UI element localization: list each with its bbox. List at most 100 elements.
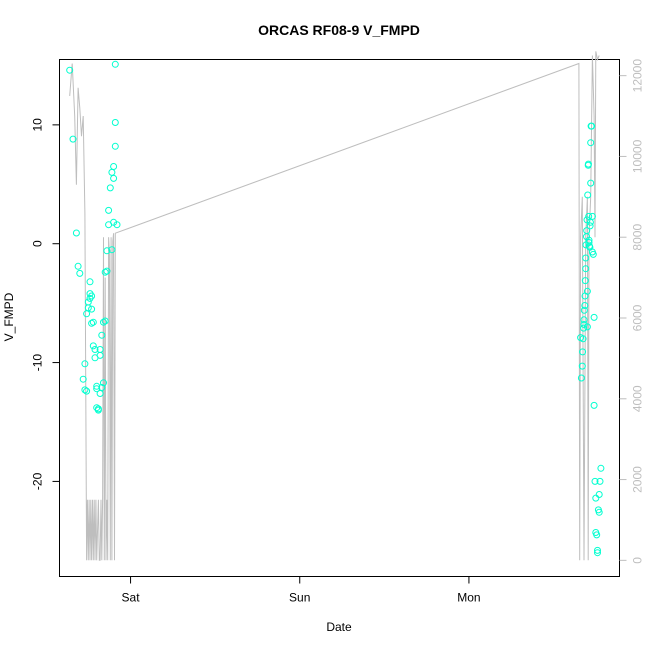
- data-point: [106, 184, 114, 192]
- data-point: [583, 287, 591, 295]
- data-point: [595, 491, 603, 498]
- y2-tick-label: 12000: [631, 59, 645, 93]
- data-point: [581, 302, 589, 309]
- data-point: [591, 477, 599, 485]
- data-point: [111, 60, 119, 68]
- data-point: [582, 254, 590, 262]
- data-point: [100, 318, 107, 326]
- data-point: [72, 229, 80, 237]
- y2-tick-label: 6000: [631, 304, 645, 331]
- y-axis-label: V_FMPD: [2, 292, 16, 341]
- y-axis: -20 -10 0 10: [31, 118, 60, 490]
- data-point: [580, 316, 588, 324]
- data-point: [88, 292, 96, 300]
- data-point: [93, 385, 101, 393]
- y2-tick-label: 2000: [631, 466, 645, 493]
- data-point: [590, 401, 598, 409]
- data-point: [89, 318, 97, 326]
- data-point: [93, 382, 101, 390]
- data-point: [76, 269, 84, 277]
- data-point: [581, 277, 589, 285]
- x-tick-label: Sun: [289, 591, 310, 605]
- secondary-line: [69, 51, 600, 561]
- data-point: [111, 142, 119, 150]
- secondary-y-axis: 0 2000 4000 6000 8000 10000 12000: [619, 59, 645, 564]
- data-point: [108, 246, 116, 254]
- data-point: [86, 278, 94, 286]
- data-point: [586, 222, 594, 230]
- data-point: [594, 546, 601, 554]
- data-point: [596, 477, 604, 485]
- data-point: [582, 265, 590, 273]
- data-point: [94, 406, 102, 414]
- data-point: [103, 267, 111, 275]
- data-point: [584, 160, 592, 168]
- data-point: [579, 335, 587, 343]
- data-point: [578, 362, 586, 370]
- data-point: [83, 387, 91, 395]
- data-point: [69, 135, 77, 143]
- chart-title: ORCAS RF08-9 V_FMPD: [258, 22, 420, 38]
- plot-frame: [59, 59, 620, 577]
- data-point: [594, 549, 601, 557]
- data-point: [590, 313, 598, 321]
- data-point: [89, 342, 97, 350]
- data-point: [579, 348, 587, 356]
- data-point: [588, 122, 596, 130]
- x-axis: Sat Sun Mon: [122, 576, 481, 605]
- data-point: [577, 374, 585, 382]
- data-point: [584, 191, 592, 199]
- point-series: [66, 60, 605, 557]
- data-point: [98, 331, 106, 339]
- data-point: [589, 250, 597, 258]
- data-point: [101, 268, 109, 276]
- data-point: [108, 168, 116, 176]
- y-tick-label: -20: [31, 472, 45, 490]
- data-point: [88, 305, 96, 313]
- data-point: [81, 386, 89, 394]
- data-point: [583, 323, 591, 331]
- y2-tick-label: 0: [631, 557, 645, 564]
- data-point: [592, 494, 600, 502]
- data-point: [595, 508, 603, 516]
- data-point: [105, 206, 113, 214]
- data-point: [580, 306, 588, 314]
- data-point: [96, 346, 104, 353]
- data-point: [583, 227, 591, 235]
- data-point: [110, 174, 118, 182]
- data-point: [84, 298, 92, 306]
- y2-tick-label: 4000: [631, 385, 645, 412]
- data-point: [587, 139, 595, 147]
- data-point: [88, 319, 96, 327]
- data-point: [585, 239, 593, 246]
- y2-tick-label: 10000: [631, 139, 645, 173]
- secondary-line-series: [69, 51, 600, 561]
- data-point: [103, 247, 111, 255]
- data-point: [100, 379, 107, 387]
- data-point: [96, 351, 104, 359]
- data-point: [101, 317, 109, 325]
- data-point: [83, 310, 91, 318]
- data-point: [66, 66, 74, 74]
- data-point: [81, 360, 89, 368]
- data-point: [110, 163, 118, 170]
- data-point: [113, 221, 121, 229]
- data-point: [597, 464, 605, 472]
- data-point: [593, 531, 601, 539]
- y-tick-label: 10: [31, 118, 45, 132]
- y-tick-label: -10: [31, 354, 45, 372]
- data-point: [111, 119, 119, 126]
- data-point: [587, 179, 595, 187]
- data-point: [588, 212, 596, 220]
- x-tick-label: Mon: [457, 591, 480, 605]
- y-tick-label: 0: [31, 240, 45, 247]
- data-point: [586, 218, 594, 226]
- data-point: [98, 384, 106, 391]
- data-point: [91, 346, 99, 353]
- x-axis-label: Date: [326, 620, 352, 634]
- data-point: [96, 390, 104, 397]
- y2-tick-label: 8000: [631, 224, 645, 251]
- data-point: [74, 262, 82, 270]
- x-tick-label: Sat: [122, 591, 141, 605]
